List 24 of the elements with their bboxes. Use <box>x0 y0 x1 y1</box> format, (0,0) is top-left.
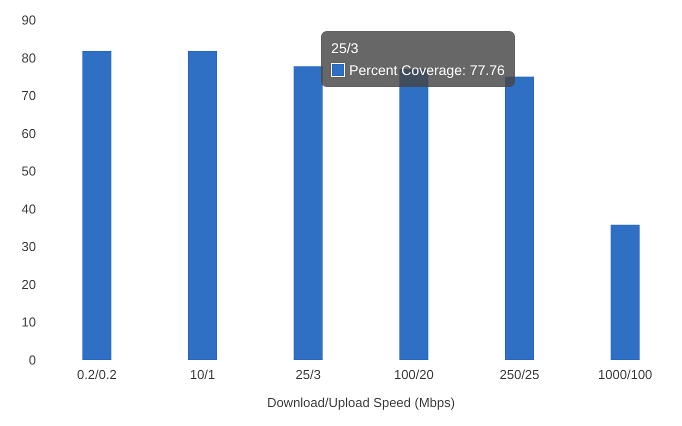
x-tick-label: 0.2/0.2 <box>76 367 117 382</box>
y-tick-label: 10 <box>22 314 36 330</box>
y-tick-label: 70 <box>22 88 36 104</box>
y-tick-label: 20 <box>22 276 36 292</box>
y-tick-label: 80 <box>22 50 36 66</box>
bar <box>188 50 217 360</box>
bar <box>82 50 112 360</box>
y-tick-label: 0 <box>28 352 36 368</box>
x-tick-label: 25/3 <box>296 367 321 382</box>
y-tick-label: 40 <box>22 201 36 216</box>
bar <box>294 66 323 360</box>
x-tick-label: 250/25 <box>500 367 540 382</box>
x-tick-label: 100/20 <box>394 367 434 382</box>
y-tick-label: 90 <box>22 12 36 28</box>
bar <box>610 224 640 360</box>
y-tick-label: 60 <box>22 126 36 141</box>
y-tick-label: 50 <box>22 164 36 179</box>
x-axis-title: Download/Upload Speed (Mbps) <box>267 395 455 410</box>
bar <box>505 76 534 360</box>
x-tick-label: 10/1 <box>190 367 216 382</box>
x-tick-label: 1000/100 <box>598 367 652 382</box>
text: Percent Coverage: 77.76 <box>349 62 505 78</box>
y-tick-label: 30 <box>22 239 36 254</box>
annotation: 25/3 <box>331 39 360 58</box>
